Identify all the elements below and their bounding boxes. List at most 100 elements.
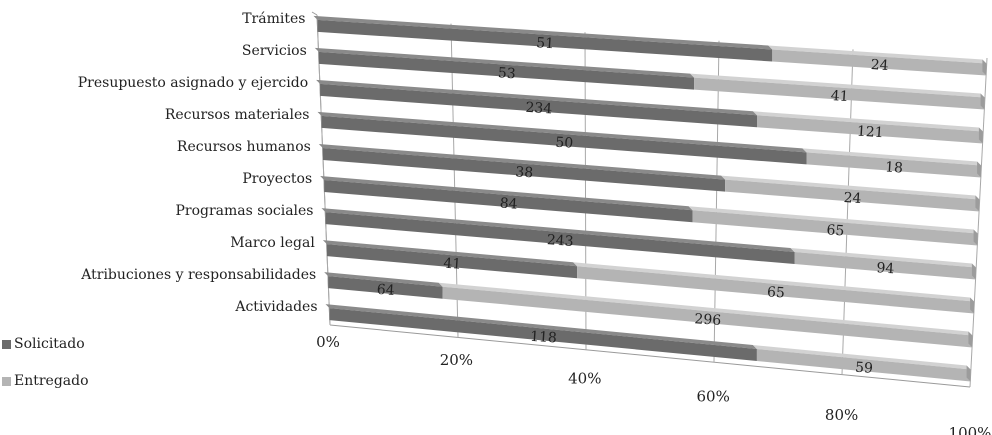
bar-entregado-servicios [690, 73, 985, 110]
bar-solicitado-marco-legal [322, 240, 578, 279]
bar-solicitado-recursos-materiales [317, 111, 807, 165]
legend-swatch-solicitado [2, 339, 11, 349]
category-label-actividades: Actividades [234, 299, 317, 315]
bar-entregado-recursos-materiales [802, 148, 982, 178]
bar-top-face [753, 111, 983, 132]
bar-top-face [768, 45, 987, 64]
bar-top-face [790, 248, 976, 268]
bar-top-face [688, 206, 978, 234]
bar-top-face [313, 15, 773, 50]
bar-end-face [966, 365, 971, 382]
data-label-solicitado-actividades: 118 [530, 329, 558, 347]
bar-top-face [690, 73, 985, 98]
category-label-presupuesto-asignado-y-ejercido: Presupuesto asignado y ejercido [78, 75, 308, 91]
bar-solicitado-proyectos [320, 176, 693, 223]
legend-item-entregado: Entregado [2, 371, 89, 391]
axis-top-corner [311, 11, 318, 16]
bar-entregado-recursos-humanos [721, 175, 980, 212]
bar-front-face [577, 266, 975, 314]
category-label-programas-sociales: Programas sociales [175, 203, 313, 219]
category-label-recursos-humanos: Recursos humanos [177, 139, 311, 155]
bar-front-face [694, 77, 985, 110]
bar-end-face [973, 229, 978, 246]
data-label-solicitado-marco-legal: 41 [443, 256, 462, 273]
bar-front-face [725, 179, 980, 212]
legend: Solicitado Entregado [2, 334, 89, 408]
bar-top-face [573, 262, 975, 302]
data-label-entregado-atribuciones-y-responsabilidades: 296 [694, 311, 722, 329]
data-label-solicitado-recursos-materiales: 50 [555, 135, 574, 152]
bar-end-face [982, 59, 987, 76]
bar-front-face [806, 152, 982, 178]
bar-entregado-presupuesto-asignado-y-ejercido [753, 111, 983, 144]
bar-front-face [756, 349, 971, 382]
bar-end-face [977, 161, 982, 178]
bar-entregado-proyectos [688, 206, 978, 246]
bar-front-face [325, 212, 795, 264]
bar-top-face [314, 47, 695, 78]
bar-solicitado-tramites [313, 15, 773, 62]
x-tick-label: 100% [949, 424, 992, 435]
category-labels: Trámites Servicios Presupuesto asignado y … [78, 11, 318, 315]
bar-top-face [320, 176, 693, 211]
bar-end-face [970, 297, 975, 314]
data-label-entregado-tramites: 24 [870, 57, 889, 74]
gridlines [316, 14, 988, 388]
bar-top-face [438, 282, 973, 336]
category-label-atribuciones-y-responsabilidades: Atribuciones y responsabilidades [80, 267, 316, 283]
bar-front-face [757, 115, 983, 144]
data-label-solicitado-proyectos: 84 [499, 196, 518, 213]
bar-top-face [325, 304, 757, 349]
axis-bottom-edge [329, 324, 971, 388]
bar-entregado-tramites [768, 45, 987, 76]
data-label-entregado-actividades: 59 [855, 360, 874, 377]
x-tick-label: 60% [697, 388, 730, 406]
bar-top-face [317, 111, 807, 153]
data-label-solicitado-recursos-humanos: 38 [515, 164, 534, 181]
data-label-entregado-programas-sociales: 94 [876, 260, 895, 277]
legend-item-solicitado: Solicitado [2, 334, 89, 354]
bar-solicitado-servicios [314, 47, 695, 90]
category-label-marco-legal: Marco legal [230, 235, 315, 251]
bar-end-face [971, 263, 976, 280]
bar-front-face [794, 252, 976, 280]
bar-front-face [329, 308, 757, 361]
bar-solicitado-presupuesto-asignado-y-ejercido [316, 79, 757, 128]
data-label-entregado-servicios: 41 [830, 88, 849, 105]
bar-front-face [321, 115, 807, 165]
data-labels: 51 24 53 41 234 121 50 18 38 24 84 65 243 94 41 65 64 296… [376, 35, 903, 377]
data-label-solicitado-atribuciones-y-responsabilidades: 64 [376, 282, 395, 299]
legend-label-entregado: Entregado [14, 373, 89, 389]
bar-front-face [320, 83, 757, 128]
data-label-solicitado-tramites: 51 [536, 35, 555, 52]
bar-top-face [321, 208, 795, 252]
category-label-servicios: Servicios [242, 43, 307, 59]
data-label-solicitado-programas-sociales: 243 [546, 232, 574, 250]
data-label-entregado-marco-legal: 65 [767, 284, 786, 301]
legend-label-solicitado: Solicitado [14, 336, 85, 352]
bar-solicitado-atribuciones-y-responsabilidades [324, 272, 443, 299]
data-label-entregado-recursos-materiales: 18 [885, 159, 904, 176]
bar-solicitado-actividades [325, 304, 757, 361]
bar-solicitado-programas-sociales [321, 208, 795, 264]
legend-swatch-entregado [2, 376, 11, 386]
bar-front-face [328, 276, 443, 299]
bar-entregado-atribuciones-y-responsabilidades [438, 282, 973, 348]
bar-end-face [975, 195, 980, 212]
bar-front-face [317, 19, 773, 62]
category-label-tramites: Trámites [242, 11, 305, 27]
x-tick-label: 20% [440, 351, 473, 369]
data-label-entregado-presupuesto-asignado-y-ejercido: 121 [856, 124, 884, 142]
bar-entregado-programas-sociales [790, 248, 976, 280]
bar-entregado-actividades [752, 345, 971, 382]
bar-end-face [978, 127, 983, 144]
category-label-proyectos: Proyectos [242, 171, 312, 187]
data-label-solicitado-presupuesto-asignado-y-ejercido: 234 [525, 100, 553, 118]
bar-front-face [324, 180, 693, 223]
x-tick-labels: 0% 20% 40% 60% 80% 100% [316, 333, 991, 435]
bar-front-face [318, 51, 695, 90]
bars [313, 15, 987, 382]
bar-front-face [692, 210, 978, 246]
x-tick-label: 0% [316, 333, 340, 351]
